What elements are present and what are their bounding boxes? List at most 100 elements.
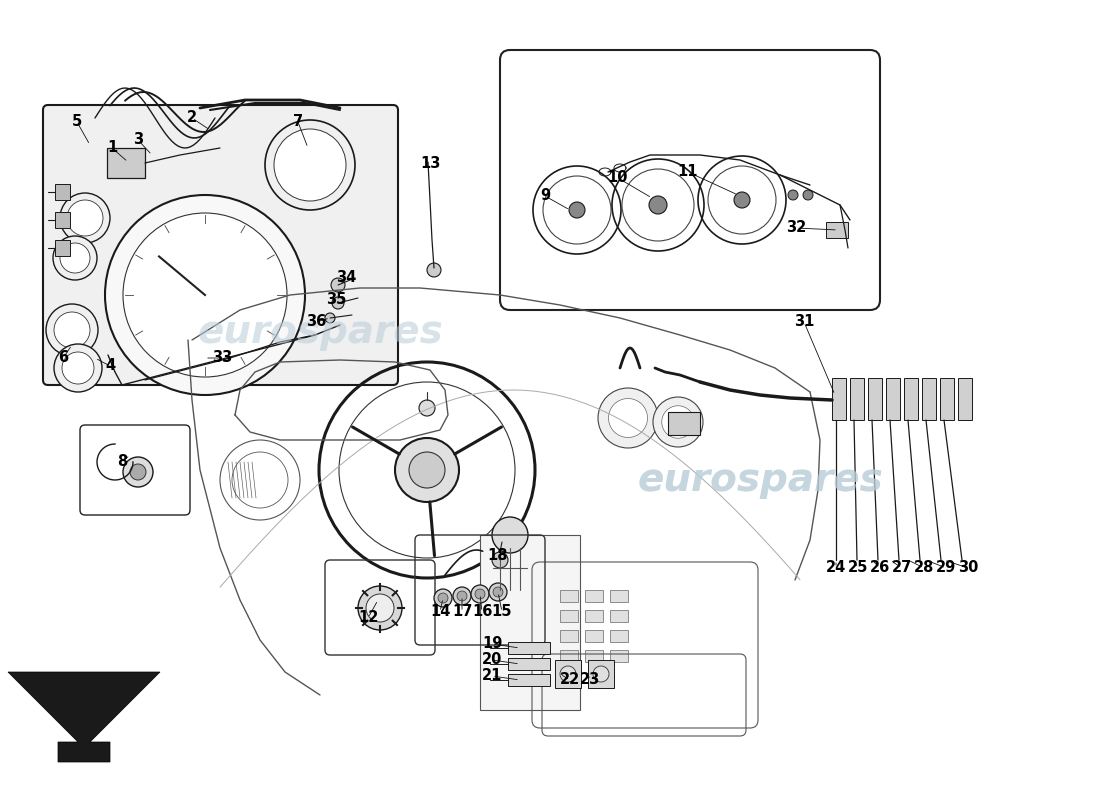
Bar — [868, 378, 882, 420]
Bar — [508, 674, 550, 686]
Bar — [107, 148, 145, 178]
Bar — [585, 590, 603, 602]
Text: 7: 7 — [293, 114, 304, 130]
Circle shape — [492, 517, 528, 553]
Text: 29: 29 — [936, 561, 956, 575]
Circle shape — [569, 202, 585, 218]
Circle shape — [490, 583, 507, 601]
Bar — [610, 630, 628, 642]
Text: 11: 11 — [678, 165, 698, 179]
Text: 9: 9 — [540, 189, 550, 203]
Text: 18: 18 — [487, 549, 508, 563]
Bar — [480, 535, 580, 710]
Bar — [904, 378, 918, 420]
Circle shape — [395, 438, 459, 502]
Circle shape — [130, 464, 146, 480]
Circle shape — [662, 406, 694, 438]
Bar — [958, 378, 972, 420]
Bar — [560, 650, 578, 662]
Text: 23: 23 — [580, 673, 601, 687]
Bar — [585, 610, 603, 622]
Circle shape — [265, 120, 355, 210]
Bar — [886, 378, 900, 420]
Circle shape — [803, 190, 813, 200]
Bar — [610, 590, 628, 602]
Text: 25: 25 — [848, 561, 868, 575]
Text: 19: 19 — [482, 637, 503, 651]
Bar — [560, 630, 578, 642]
Text: 3: 3 — [133, 133, 143, 147]
Text: 21: 21 — [482, 669, 503, 683]
Circle shape — [734, 192, 750, 208]
Text: 15: 15 — [492, 605, 513, 619]
Circle shape — [331, 278, 345, 292]
Circle shape — [409, 452, 446, 488]
Circle shape — [60, 243, 90, 273]
Circle shape — [453, 587, 471, 605]
Text: 20: 20 — [482, 653, 503, 667]
Bar — [850, 378, 864, 420]
Text: 6: 6 — [58, 350, 68, 366]
Circle shape — [427, 263, 441, 277]
Bar — [610, 610, 628, 622]
Text: 26: 26 — [870, 561, 890, 575]
Circle shape — [67, 200, 103, 236]
Bar — [826, 222, 848, 238]
Text: 14: 14 — [430, 605, 450, 619]
Text: 5: 5 — [72, 114, 82, 130]
Text: 13: 13 — [420, 157, 440, 171]
Circle shape — [649, 196, 667, 214]
Text: 30: 30 — [958, 561, 978, 575]
Bar — [585, 630, 603, 642]
Bar — [832, 378, 846, 420]
Circle shape — [456, 591, 468, 601]
Bar — [560, 590, 578, 602]
Circle shape — [54, 344, 102, 392]
Bar — [55, 184, 70, 200]
Bar — [588, 660, 614, 688]
Bar — [940, 378, 954, 420]
Text: eurospares: eurospares — [638, 461, 883, 499]
Bar — [55, 212, 70, 228]
Text: 22: 22 — [560, 673, 580, 687]
Bar — [922, 378, 936, 420]
Bar — [560, 610, 578, 622]
Bar — [508, 658, 550, 670]
Circle shape — [358, 586, 402, 630]
Bar — [610, 650, 628, 662]
Circle shape — [104, 195, 305, 395]
Text: 10: 10 — [607, 170, 628, 186]
Text: 24: 24 — [826, 561, 846, 575]
Bar — [585, 650, 603, 662]
Text: eurospares: eurospares — [198, 313, 443, 351]
Circle shape — [46, 304, 98, 356]
Text: 32: 32 — [785, 221, 806, 235]
Text: 28: 28 — [914, 561, 934, 575]
Circle shape — [53, 236, 97, 280]
Polygon shape — [8, 672, 159, 762]
Circle shape — [471, 585, 490, 603]
Circle shape — [366, 594, 394, 622]
Circle shape — [123, 457, 153, 487]
Circle shape — [332, 297, 344, 309]
Circle shape — [653, 397, 703, 447]
Text: 12: 12 — [358, 610, 378, 626]
Circle shape — [60, 193, 110, 243]
Text: eurospares: eurospares — [638, 461, 883, 499]
Text: 27: 27 — [892, 561, 912, 575]
Text: 16: 16 — [472, 605, 492, 619]
Bar — [508, 642, 550, 654]
Circle shape — [475, 589, 485, 599]
Circle shape — [608, 398, 648, 438]
Circle shape — [123, 213, 287, 377]
Circle shape — [419, 400, 435, 416]
Circle shape — [54, 312, 90, 348]
Circle shape — [598, 388, 658, 448]
Text: 33: 33 — [212, 350, 232, 366]
Bar — [668, 412, 700, 435]
Circle shape — [492, 552, 508, 568]
Circle shape — [434, 589, 452, 607]
Circle shape — [493, 587, 503, 597]
Text: 36: 36 — [306, 314, 326, 330]
Circle shape — [788, 190, 798, 200]
